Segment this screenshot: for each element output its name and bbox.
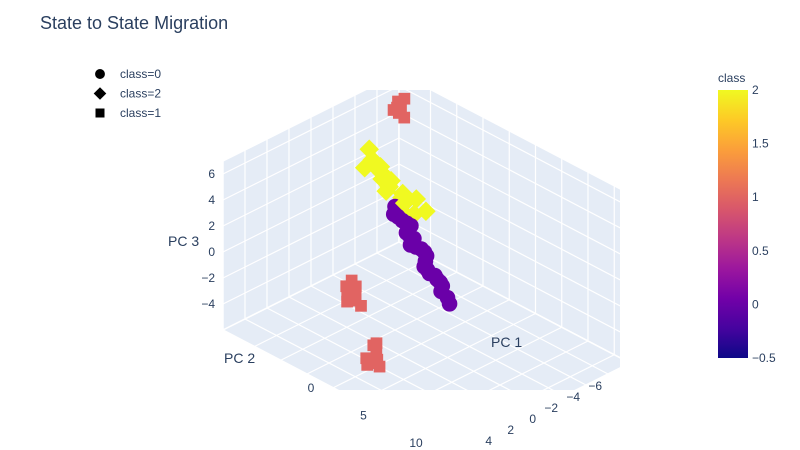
grid-line bbox=[288, 296, 468, 390]
colorbar-tick-label: 1.5 bbox=[752, 137, 769, 151]
grid-line bbox=[398, 137, 620, 255]
axis-title-x: PC 1 bbox=[491, 334, 522, 350]
legend-label: class=2 bbox=[120, 87, 161, 101]
axis-tick-label: −2 bbox=[544, 401, 558, 415]
axis-tick-label: 4 bbox=[208, 193, 215, 207]
legend-item[interactable]: class=2 bbox=[93, 87, 162, 101]
grid-line bbox=[434, 326, 563, 390]
axis-tick-label: 10 bbox=[409, 436, 423, 450]
data-point[interactable] bbox=[340, 280, 353, 293]
grid-line bbox=[244, 318, 382, 390]
data-point[interactable] bbox=[398, 92, 411, 105]
data-point[interactable] bbox=[370, 337, 383, 350]
colorbar-tick-label: 1 bbox=[752, 190, 759, 204]
axis-title-y: PC 2 bbox=[224, 350, 255, 366]
grid-line bbox=[398, 111, 620, 229]
floor bbox=[221, 241, 620, 390]
data-point[interactable] bbox=[364, 357, 376, 370]
axis-tick-label: 6 bbox=[208, 167, 215, 181]
grid-line bbox=[376, 252, 609, 375]
data-point[interactable] bbox=[406, 189, 427, 209]
grid-line bbox=[332, 274, 554, 390]
axis-tick-label: 4 bbox=[485, 434, 492, 448]
data-point[interactable] bbox=[416, 201, 436, 222]
grid-line bbox=[488, 340, 589, 390]
colorbar bbox=[718, 90, 748, 358]
legend-item[interactable]: class=0 bbox=[95, 67, 161, 81]
legend: class=0 class=2 class=1 bbox=[93, 67, 162, 120]
data-point[interactable] bbox=[370, 345, 383, 358]
legend-item[interactable]: class=1 bbox=[95, 106, 162, 120]
colorbar-ticks: 2 1.5 1 0.5 0 −0.5 bbox=[752, 83, 776, 365]
chart-title: State to State Migration bbox=[40, 13, 228, 33]
data-point[interactable] bbox=[355, 300, 367, 312]
colorbar-tick-label: 2 bbox=[752, 83, 759, 97]
axis-tick-label: 0 bbox=[529, 412, 536, 426]
axis-tick-label: 5 bbox=[360, 409, 367, 423]
legend-label: class=0 bbox=[120, 67, 161, 81]
data-point[interactable] bbox=[373, 360, 386, 373]
axis-tick-label: −4 bbox=[201, 297, 215, 311]
axis-tick-label: 2 bbox=[208, 219, 215, 233]
colorbar-tick-label: 0.5 bbox=[752, 244, 769, 258]
grid-line bbox=[381, 312, 536, 390]
scene-3d-labels: −4 −2 0 2 4 6 −6 −4 −2 0 2 4 0 5 10 PC 3 PC 2 PC 1 bbox=[168, 167, 602, 450]
colorbar-tick-label: −0.5 bbox=[752, 351, 776, 365]
grid-line bbox=[398, 163, 620, 281]
axis-tick-label: −2 bbox=[201, 271, 215, 285]
grid-line bbox=[398, 215, 620, 333]
data-point[interactable] bbox=[441, 296, 458, 312]
data-point[interactable] bbox=[349, 280, 362, 293]
data-point[interactable] bbox=[371, 353, 384, 366]
data-point[interactable] bbox=[402, 237, 419, 253]
grid-line bbox=[398, 189, 620, 307]
scene-3d bbox=[221, 90, 620, 390]
data-point[interactable] bbox=[380, 171, 400, 191]
axis-tick-label: −4 bbox=[566, 390, 580, 404]
axis-tick-label: −6 bbox=[588, 379, 602, 393]
data-point[interactable] bbox=[392, 95, 404, 108]
grid-line bbox=[405, 90, 620, 203]
data-point[interactable] bbox=[370, 156, 391, 177]
legend-diamond-icon bbox=[93, 87, 107, 100]
legend-circle-icon bbox=[95, 69, 105, 79]
data-point[interactable] bbox=[346, 294, 359, 307]
data-point[interactable] bbox=[341, 288, 354, 301]
legend-square-icon bbox=[95, 108, 105, 118]
data-point[interactable] bbox=[354, 158, 375, 178]
data-point[interactable] bbox=[393, 107, 405, 119]
colorbar-tick-label: 0 bbox=[752, 297, 759, 311]
axis-title-z: PC 3 bbox=[168, 233, 199, 249]
grid-line bbox=[354, 263, 587, 386]
grid-line bbox=[542, 354, 615, 390]
legend-label: class=1 bbox=[120, 106, 161, 120]
grid-line bbox=[280, 271, 458, 361]
grid-line bbox=[332, 299, 510, 389]
axis-tick-label: 0 bbox=[208, 245, 215, 259]
axis-tick-label: 2 bbox=[507, 423, 514, 437]
colorbar-title: class bbox=[718, 71, 745, 85]
axis-tick-label: 0 bbox=[308, 381, 315, 395]
